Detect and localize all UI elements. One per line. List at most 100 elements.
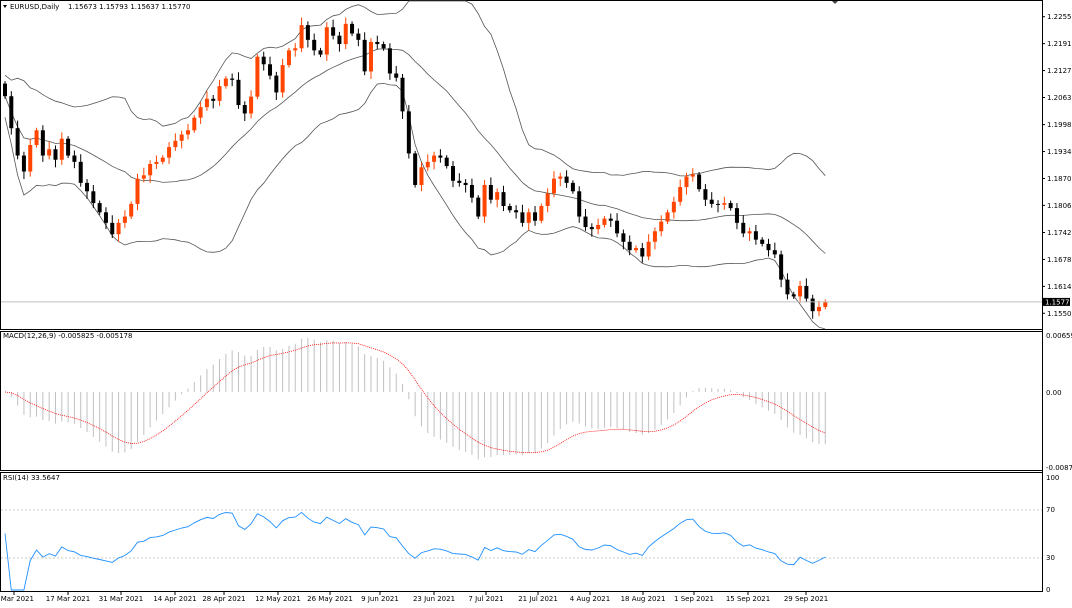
candle-body: [97, 203, 102, 213]
candle-body: [230, 78, 235, 80]
candle-body: [526, 212, 531, 223]
candle-body: [268, 64, 273, 76]
time-tick-label: 4 Aug 2021: [570, 595, 610, 603]
candle-body: [551, 178, 556, 194]
candle-body: [217, 86, 222, 101]
candle: [103, 207, 108, 230]
candle-body: [331, 27, 336, 36]
candle-body: [204, 98, 209, 108]
price-tick-label: 1.20630: [1047, 94, 1072, 102]
candle-body: [608, 218, 613, 221]
candle-body: [482, 184, 487, 217]
candle-body: [457, 180, 462, 183]
candle-body: [741, 222, 746, 234]
candle-body: [678, 187, 683, 202]
candle-body: [577, 191, 582, 217]
candle-body: [703, 189, 708, 200]
triangle-down-icon[interactable]: [3, 5, 7, 8]
candle: [451, 161, 456, 188]
candle: [286, 47, 291, 68]
candle-body: [545, 193, 550, 207]
candle: [148, 160, 153, 183]
time-tick-label: 14 Apr 2021: [153, 595, 196, 603]
price-tick-label: 1.16780: [1047, 256, 1072, 264]
candle-body: [122, 216, 127, 223]
candle: [66, 136, 71, 159]
time-tick-label: 18 Aug 2021: [621, 595, 666, 603]
candle-body: [438, 155, 443, 158]
candle: [798, 280, 803, 303]
time-tick-label: 29 Sep 2021: [784, 595, 828, 603]
candle-body: [91, 191, 96, 204]
candle: [564, 170, 569, 188]
candle-body: [413, 153, 418, 185]
candle: [425, 154, 430, 172]
rsi-tick-30: 30: [1046, 554, 1055, 562]
time-tick-label: 9 Jun 2021: [361, 595, 399, 603]
price-tick-label: 1.22550: [1047, 13, 1072, 21]
candle: [324, 22, 329, 61]
price-tick-label: 1.21270: [1047, 67, 1072, 75]
candle: [741, 215, 746, 238]
candle-body: [242, 105, 247, 114]
candle-body: [722, 203, 727, 205]
candle-body: [179, 134, 184, 141]
candle-body: [387, 48, 392, 74]
candle-body: [167, 147, 172, 158]
price-tick-label: 1.21910: [1047, 40, 1072, 48]
candle-body: [570, 182, 575, 192]
candle-body: [564, 176, 569, 183]
candle-body: [274, 75, 279, 93]
candle: [154, 155, 159, 169]
candle: [331, 19, 336, 40]
candle: [387, 43, 392, 80]
candle: [469, 178, 474, 203]
symbol-label: EURUSD,Daily: [10, 3, 59, 11]
candle-body: [185, 130, 190, 135]
candle-body: [659, 221, 664, 232]
time-tick-label: 1 Sep 2021: [674, 595, 714, 603]
candle: [457, 173, 462, 187]
candle-body: [583, 216, 588, 228]
time-axis: 3 Mar 2021 17 Mar 2021 31 Mar 2021 14 Apr 2…: [0, 592, 828, 603]
candle-body: [816, 306, 821, 312]
candle: [217, 79, 222, 106]
candle-body: [507, 206, 512, 211]
candle: [394, 65, 399, 82]
candle-body: [160, 157, 165, 162]
candle: [482, 179, 487, 223]
candle-body: [621, 233, 626, 242]
candle-body: [110, 222, 115, 235]
candle: [135, 173, 140, 211]
candle: [28, 138, 33, 177]
candle: [716, 200, 721, 213]
candle: [110, 215, 115, 238]
time-tick-label: 23 Jun 2021: [413, 595, 455, 603]
candle-body: [343, 23, 348, 45]
candle: [444, 155, 449, 169]
candle-body: [451, 166, 456, 181]
candle-body: [72, 155, 77, 162]
candle-body: [324, 27, 329, 55]
candle: [785, 273, 790, 300]
candle: [779, 250, 784, 288]
candle-body: [141, 175, 146, 179]
candle: [577, 186, 582, 223]
candle-body: [476, 197, 481, 217]
chart-shift-marker-icon[interactable]: [832, 1, 838, 4]
candle: [204, 91, 209, 111]
candle: [141, 167, 146, 183]
candle: [318, 47, 323, 58]
candle-body: [671, 201, 676, 213]
candle-body: [665, 212, 670, 222]
candle-body: [823, 301, 828, 307]
candle-body: [375, 41, 380, 45]
candle-body: [255, 56, 260, 97]
candle: [47, 141, 52, 160]
candle: [274, 71, 279, 101]
candle-body: [350, 23, 355, 34]
candle: [375, 35, 380, 50]
candle: [9, 91, 14, 135]
